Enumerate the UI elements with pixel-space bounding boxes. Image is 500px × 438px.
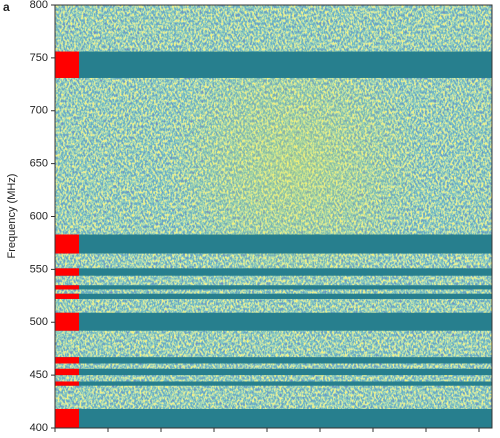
masked-band xyxy=(55,408,492,428)
y-tick-label: 450 xyxy=(30,369,48,381)
y-tick-label: 550 xyxy=(30,263,48,275)
flag-marker xyxy=(55,312,79,331)
flag-marker xyxy=(55,357,79,364)
masked-band xyxy=(55,268,492,276)
flag-marker xyxy=(55,293,79,299)
y-tick-label: 800 xyxy=(30,0,48,11)
panel-label: a xyxy=(3,0,10,14)
y-tick-label: 650 xyxy=(30,158,48,170)
y-tick-label: 500 xyxy=(30,316,48,328)
flag-marker xyxy=(55,285,79,290)
y-tick-label: 600 xyxy=(30,210,48,222)
masked-band xyxy=(55,368,492,376)
plot-area xyxy=(55,5,492,428)
masked-band xyxy=(55,357,492,364)
masked-band xyxy=(55,51,492,78)
flag-marker xyxy=(55,368,79,376)
flag-marker xyxy=(55,381,79,386)
masked-band xyxy=(55,312,492,331)
y-tick-label: 400 xyxy=(30,422,48,434)
masked-band xyxy=(55,285,492,290)
y-tick-label: 750 xyxy=(30,52,48,64)
masked-band xyxy=(55,234,492,254)
y-axis-title: Frequency (MHz) xyxy=(6,174,18,259)
flag-marker xyxy=(55,408,79,428)
masked-band xyxy=(55,381,492,386)
flag-marker xyxy=(55,268,79,276)
flag-marker xyxy=(55,234,79,254)
y-tick-label: 700 xyxy=(30,105,48,117)
x-ticks xyxy=(54,428,480,432)
flag-marker xyxy=(55,51,79,78)
masked-band xyxy=(55,293,492,299)
